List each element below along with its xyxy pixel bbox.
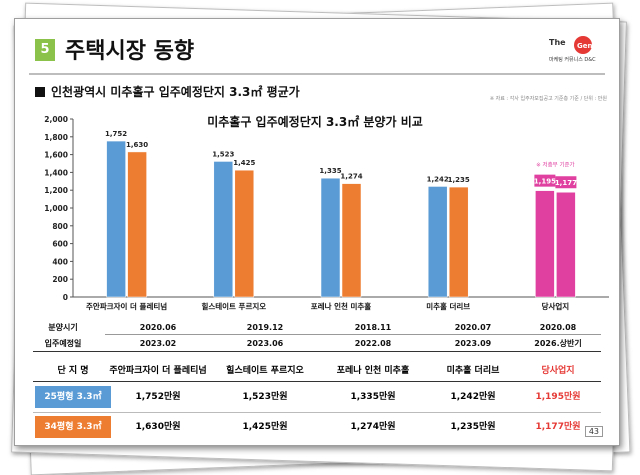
y-tick-label: 400	[52, 257, 68, 266]
header-label: 단 지 명	[57, 366, 89, 376]
bar-value-label: 1,630	[126, 141, 148, 149]
table-cell: 1,630만원	[135, 422, 181, 432]
bar-value-label: 1,274	[340, 173, 362, 181]
y-tick-label: 800	[52, 222, 68, 231]
header-cell: 미추홀 더리브	[446, 366, 500, 376]
table-cell: 1,242만원	[450, 392, 496, 402]
bar	[106, 140, 126, 298]
table-cell: 2023.09	[454, 339, 492, 348]
table-cell: 1,523만원	[242, 392, 288, 402]
table-cell: 2020.06	[139, 323, 177, 332]
divider	[33, 351, 601, 352]
y-tick-label: 1,600	[44, 151, 68, 160]
bar-value-label: 1,242	[427, 175, 449, 183]
chart-subtitle: 인천광역시 미추홀구 입주예정단지 3.3㎡ 평균가	[35, 83, 300, 100]
header-cell: 주안파크자이 더 플레티넘	[109, 366, 207, 376]
chart-title: 미추홀구 입주예정단지 3.3㎡ 분양가 비교	[207, 114, 423, 129]
y-tick-label: 1,800	[44, 133, 68, 142]
row-label: 분양시기	[48, 323, 78, 332]
table-cell: 1,274만원	[350, 422, 396, 432]
bar-value-label: 1,335	[319, 167, 341, 175]
x-tick-label: 힐스테이트 푸르지오	[201, 301, 266, 311]
bar-value-label: 1,523	[212, 150, 234, 158]
bar	[234, 169, 255, 298]
table-cell: 2019.12	[246, 323, 284, 332]
x-tick-label: 포레나 인천 미추홀	[311, 301, 372, 311]
divider	[33, 381, 601, 382]
svg-text:The: The	[549, 38, 566, 47]
header-cell: 포레나 인천 미추홀	[336, 366, 410, 376]
table-cell: 2023.02	[139, 339, 177, 348]
table-cell: 1,425만원	[242, 422, 288, 432]
svg-text:Gen: Gen	[577, 42, 592, 50]
table-cell: 1,335만원	[350, 392, 396, 402]
page-title: 주택시장 동향	[65, 39, 195, 64]
y-tick-label: 1,400	[44, 168, 68, 177]
table-cell: 2023.06	[246, 339, 284, 348]
chart-annotation: ※ 저층부 기준가	[536, 161, 574, 169]
y-tick-label: 1,200	[44, 186, 68, 195]
row-label-badge: 34평형 3.3㎡	[35, 416, 111, 438]
bar	[448, 186, 469, 298]
bar	[127, 151, 147, 298]
table-cell: 1,177만원	[535, 422, 581, 432]
bar-value-label: 1,425	[233, 159, 255, 167]
price-row: 34평형 3.3㎡ 1,630만원 1,425만원 1,274만원 1,235만…	[33, 415, 601, 439]
y-tick-label: 1,000	[44, 204, 68, 213]
bar	[535, 190, 555, 298]
page-number: 43	[584, 426, 603, 437]
bar-value-badge	[555, 176, 577, 189]
bar-value-label: 1,235	[448, 176, 470, 184]
y-tick-label: 2,000	[44, 115, 68, 124]
header-cell: 당사업지	[541, 366, 575, 376]
y-tick-label: 600	[52, 240, 68, 249]
y-tick-label: 200	[52, 275, 68, 284]
bar-value-label: 1,752	[105, 130, 127, 138]
bar	[556, 191, 576, 298]
row-label-badge: 25평형 3.3㎡	[35, 386, 111, 408]
table-row: 분양시기 2020.06 2019.12 2018.11 2020.07 202…	[33, 321, 601, 335]
divider	[105, 334, 601, 335]
table-cell: 2020.07	[454, 323, 492, 332]
price-row: 25평형 3.3㎡ 1,752만원 1,523만원 1,335만원 1,242만…	[33, 385, 601, 409]
x-tick-label: 미추홀 더리브	[426, 301, 470, 311]
table-cell: 1,195만원	[535, 392, 581, 402]
bar	[320, 177, 341, 298]
x-tick-label: 당사업지	[542, 301, 570, 311]
y-tick-label: 0	[63, 293, 68, 302]
divider	[33, 412, 601, 413]
table-row: 입주예정일 2023.02 2023.06 2022.08 2023.09 20…	[33, 337, 601, 351]
price-table-header: 단 지 명 주안파크자이 더 플레티넘 힐스테이트 푸르지오 포레나 인천 미추…	[33, 362, 601, 380]
source-note: ※ 자료 : 각사 입주자모집공고 기준층 기준 / 단위 : 만원	[489, 96, 607, 102]
row-label: 입주예정일	[44, 339, 82, 348]
table-cell: 2018.11	[354, 323, 392, 332]
bar-value-label: 1,195	[534, 178, 556, 186]
bar	[213, 161, 234, 298]
slide-page: 5 주택시장 동향 The Gen 마케팅 커뮤니스 D&C 인천광역시 미추홀…	[14, 18, 620, 446]
table-cell: 2026.상반기	[534, 339, 582, 348]
header-cell: 힐스테이트 푸르지오	[226, 366, 304, 376]
table-cell: 1,235만원	[450, 422, 496, 432]
subtitle-text: 인천광역시 미추홀구 입주예정단지 3.3㎡ 평균가	[51, 85, 300, 99]
bar-value-label: 1,177	[555, 179, 577, 187]
bar	[341, 183, 362, 298]
svg-text:마케팅 커뮤니스 D&C: 마케팅 커뮤니스 D&C	[549, 56, 596, 63]
section-number-badge: 5	[35, 39, 55, 61]
bullet-square-icon	[35, 87, 45, 97]
x-tick-label: 주안파크자이 더 플레티넘	[86, 301, 167, 311]
bar	[427, 186, 448, 298]
company-logo: The Gen 마케팅 커뮤니스 D&C	[549, 36, 596, 63]
bar-chart: 미추홀구 입주예정단지 3.3㎡ 분양가 비교 0 200 400 600 800 1,00…	[44, 114, 609, 311]
title-divider	[29, 73, 605, 75]
table-cell: 1,752만원	[135, 392, 181, 402]
table-cell: 2022.08	[354, 339, 392, 348]
table-cell: 2020.08	[539, 323, 577, 332]
bar-value-badge	[534, 174, 556, 187]
